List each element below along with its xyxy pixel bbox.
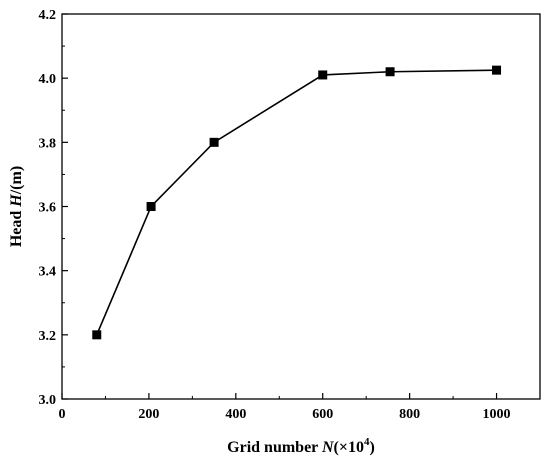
data-point-marker [92,330,102,340]
y-tick-label: 3.6 [39,201,57,216]
x-axis-title-unit-sup: 4 [364,436,370,448]
x-tick-label: 800 [399,407,420,422]
series-line [96,69,497,336]
y-tick-label: 4.2 [39,8,57,23]
data-point-marker [492,65,502,75]
x-tick-label: 1000 [483,407,511,422]
x-axis-title-unit-open: (×10 [334,439,364,456]
data-point-marker [146,202,156,211]
y-axis-title-suffix: /(m) [8,166,25,195]
y-tick-label: 3.2 [39,329,57,344]
x-axis-title-unit-close: ) [370,439,375,456]
x-tick-label: 600 [312,407,333,422]
tick-labels: 0 200 400 600 800 1000 3.0 3.2 3.4 3.6 3.8 4.0 4.2 [39,8,511,422]
data-point-marker [385,67,395,77]
plot-frame [61,13,541,400]
ticks [61,13,498,400]
y-axis-title-var: H [8,194,25,208]
y-tick-label: 3.0 [39,393,57,408]
y-axis-title: Head H/(m) [8,166,25,247]
y-tick-label: 3.8 [39,136,57,151]
y-axis-title-prefix: Head [8,207,25,247]
x-axis-title-var: N [321,439,335,456]
y-tick-label: 3.4 [39,265,57,280]
data-point-marker [209,137,219,147]
x-axis-title: Grid number N(×104) [227,436,375,456]
x-tick-label: 200 [138,407,159,422]
x-tick-label: 0 [59,407,66,422]
data-point-marker [318,70,328,80]
x-axis-title-prefix: Grid number [227,439,322,456]
markers [92,65,502,340]
x-tick-label: 400 [225,407,246,422]
y-tick-label: 4.0 [39,72,57,87]
